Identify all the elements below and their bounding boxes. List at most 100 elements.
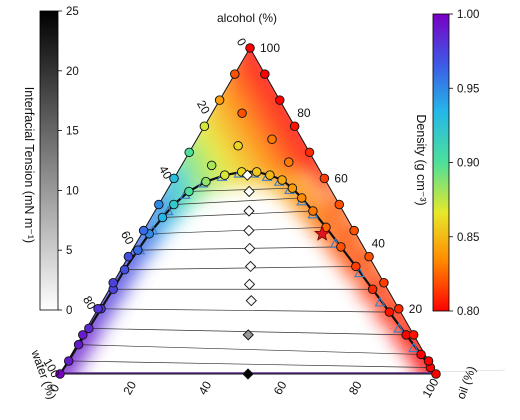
tie-line [162,210,313,218]
boundary-point [108,277,118,288]
boundary-point [230,69,240,79]
boundary-point [138,225,149,236]
tie-line-midpoint [244,242,256,255]
binodal-point [119,264,130,275]
boundary-point [214,95,225,105]
binodal-point [296,193,307,203]
colorbar-tick-label: 25 [66,6,79,18]
binodal-points [55,167,441,379]
oil-axis-label: oil (%) [454,364,479,401]
tie-line [101,308,390,313]
boundary-point [78,330,88,340]
oil-tick-label: 60 [271,378,290,397]
boundary-point [364,251,374,262]
alcohol-tick-label: 60 [334,171,348,185]
tie-line-midpoint [244,260,257,273]
boundary-point [245,43,255,53]
dft-point [408,342,420,353]
alcohol-tick-label: 20 [409,302,423,316]
water-tick-label: 20 [194,98,213,117]
alcohol-axis-label: alcohol (%) [217,11,277,25]
binodal-point [55,369,65,379]
alcohol-tick-label: 40 [372,237,386,251]
binodal-curve [59,170,437,375]
binodal-point [277,175,287,185]
tie-line-midpoint [243,205,255,217]
alcohol-tick-label: 100 [260,41,280,55]
critical-point [313,225,331,241]
boundary-point [408,330,419,340]
dft-binodal-points [134,167,420,353]
boundary-points [78,43,434,366]
tie-line [68,360,431,368]
alcohol-axis-ticks: 100 80 60 40 20 [260,41,422,316]
binodal-point [169,199,179,210]
boundary-point [260,69,270,79]
boundary-point [423,356,434,366]
oil-tick-label: 20 [120,378,139,397]
boundary-point [267,134,277,145]
water-tick-label: 40 [156,163,175,182]
tie-line-midpoint [245,295,257,307]
water-tick-label: 60 [118,228,137,247]
colorbar-tick-label: 0.80 [457,306,479,318]
boundary-point [123,251,134,262]
binodal-point [287,183,298,193]
tie-line [188,187,293,192]
colorbar-interfacial-tension-gradient [39,10,59,311]
binodal-point [336,242,346,252]
boundary-point [169,173,179,184]
binodal-point [73,339,84,350]
dft-point [162,205,174,216]
binodal-point [220,170,230,180]
colorbar-tick-label: 0.85 [457,232,479,244]
colorbar-tick-label: 15 [66,126,79,138]
boundary-point [184,147,194,158]
oil-tick-label: 40 [196,378,215,397]
colorbar-tick-label: 5 [66,245,72,257]
binodal-point [201,176,211,187]
colorbar-tick-label: 10 [66,185,79,197]
water-tick-label: 80 [80,294,99,313]
oil-tick-label: 80 [346,378,365,397]
boundary-point [233,141,243,151]
colorbar-density-ticks: 1.00 0.95 0.90 0.85 0.80 [449,9,479,318]
tie-line-midpoints [241,169,257,380]
tie-line-midpoint [241,169,253,181]
colorbar-tick-label: 0.95 [457,83,479,95]
tie-line-midpoint [242,368,254,380]
tie-line-midpoint [243,185,255,198]
colorbar-density-gradient [432,13,450,312]
tie-line [124,266,356,271]
critical-point-star [313,225,331,241]
boundary-point [289,121,300,131]
dft-point [354,267,365,278]
colorbar-tick-label: 0.90 [457,158,479,170]
binodal-point [84,323,94,334]
dft-point [329,237,341,248]
oil-tick-label: 100 [419,376,441,401]
tie-line-extension [435,369,506,373]
binodal-point [308,206,318,216]
binodal-point [157,212,168,223]
tie-line-midpoint [242,329,254,341]
boundary-point [319,173,330,184]
boundary-point [394,304,404,314]
dft-point [393,322,405,333]
boundary-point [334,199,345,210]
colorbar-interfacial-tension-ticks: 25 20 15 10 5 0 [58,6,79,317]
colorbar-tick-label: 0 [66,305,72,317]
colorbar-tick-label: 20 [66,66,79,78]
boundary-point [237,108,247,118]
binodal-point [133,245,143,255]
binodal-point [63,356,74,366]
binodal-point [351,261,361,272]
binodal-point [367,284,378,294]
boundary-point [275,95,285,105]
boundary-point [154,199,164,210]
tie-line [137,246,341,251]
binodal-point [416,349,426,360]
